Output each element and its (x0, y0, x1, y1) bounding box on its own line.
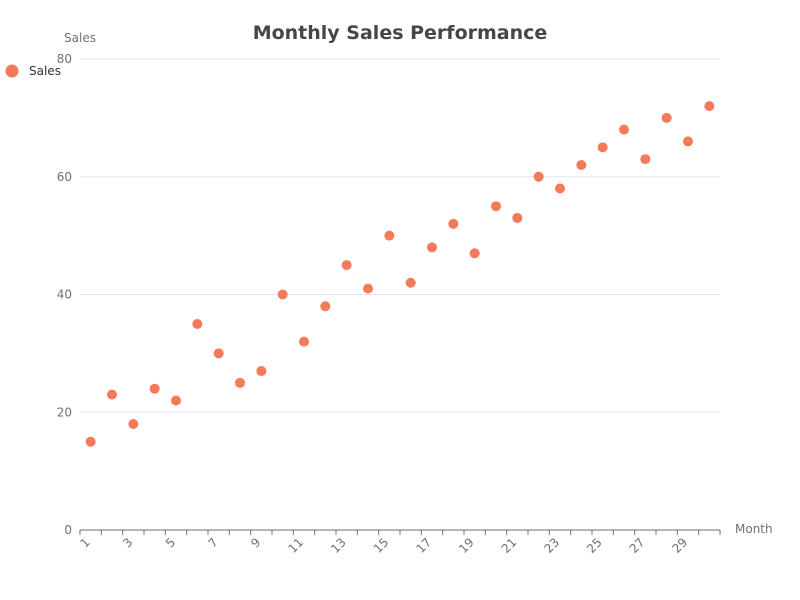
x-tick-label-1: 1 (77, 535, 92, 550)
data-point[interactable] (405, 277, 416, 288)
x-tick-label-25: 25 (584, 535, 605, 556)
data-point[interactable] (469, 248, 480, 259)
y-axis-label: Sales (64, 31, 96, 45)
x-tick-label-27: 27 (627, 535, 648, 556)
data-point[interactable] (640, 154, 651, 165)
x-tick-label-11: 11 (285, 535, 306, 556)
x-tick-label-23: 23 (541, 535, 562, 556)
chart-title: Monthly Sales Performance (253, 22, 548, 44)
x-tick-label-3: 3 (120, 535, 135, 550)
data-point[interactable] (256, 366, 267, 377)
data-point[interactable] (213, 348, 224, 359)
y-tick-label-4: 80 (57, 52, 72, 66)
data-point[interactable] (512, 212, 523, 223)
x-tick-label-15: 15 (371, 535, 392, 556)
data-point[interactable] (235, 377, 245, 388)
data-point[interactable] (128, 419, 139, 430)
legend-label[interactable]: Sales (29, 64, 61, 78)
x-tick-label-17: 17 (413, 535, 434, 556)
data-point[interactable] (171, 395, 181, 406)
y-tick-label-2: 40 (57, 288, 72, 302)
data-point[interactable] (320, 301, 331, 312)
x-tick-label-21: 21 (499, 535, 520, 556)
x-tick-label-7: 7 (205, 535, 220, 550)
legend[interactable]: Sales (5, 64, 61, 78)
data-point[interactable] (363, 283, 373, 294)
data-point[interactable] (704, 101, 715, 112)
x-tick-label-13: 13 (328, 535, 349, 556)
legend-marker[interactable] (5, 64, 19, 78)
data-point[interactable] (192, 318, 203, 329)
y-tick-label-3: 60 (57, 170, 72, 184)
data-point[interactable] (661, 112, 672, 123)
data-point[interactable] (448, 218, 459, 229)
data-point[interactable] (299, 336, 309, 347)
data-point[interactable] (149, 383, 160, 394)
data-point[interactable] (683, 136, 693, 147)
x-tick-label-19: 19 (456, 535, 477, 556)
data-point[interactable] (491, 201, 501, 212)
data-point[interactable] (85, 436, 96, 447)
x-axis-label: Month (735, 522, 773, 536)
x-tick-label-29: 29 (669, 535, 690, 556)
y-tick-label-1: 20 (57, 405, 72, 419)
data-point[interactable] (341, 260, 352, 271)
data-point[interactable] (427, 242, 437, 253)
data-point[interactable] (576, 159, 587, 170)
data-point[interactable] (384, 230, 395, 241)
data-point[interactable] (277, 289, 288, 300)
y-tick-label-0: 0 (64, 523, 72, 537)
x-tick-label-5: 5 (163, 535, 178, 550)
data-point[interactable] (597, 142, 608, 153)
x-tick-label-9: 9 (248, 535, 263, 550)
data-point[interactable] (533, 171, 544, 182)
data-point[interactable] (619, 124, 629, 135)
data-point[interactable] (555, 183, 565, 194)
data-point[interactable] (107, 389, 117, 400)
